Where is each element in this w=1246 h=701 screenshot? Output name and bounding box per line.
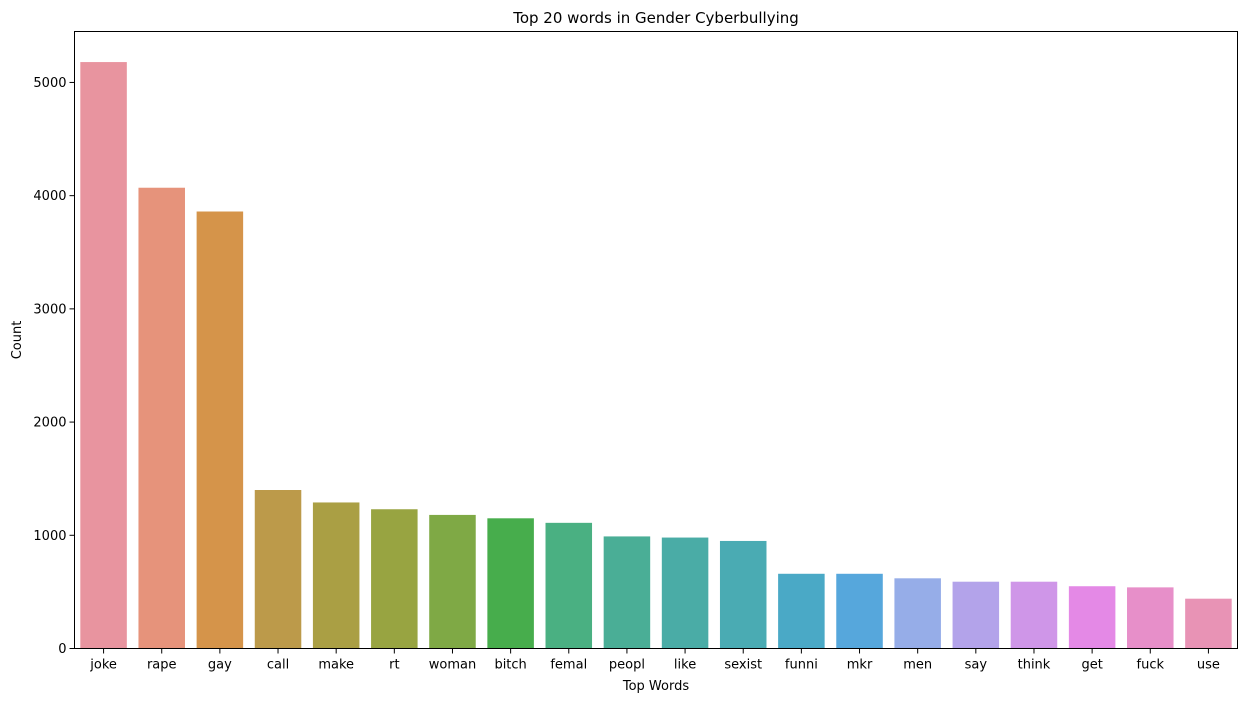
- bar-call: [254, 490, 302, 649]
- x-tick-label: bitch: [494, 658, 526, 673]
- bar-femal: [545, 522, 593, 649]
- x-axis-label: Top Words: [622, 679, 689, 694]
- y-tick-label: 2000: [33, 416, 66, 431]
- x-tick-label: rt: [389, 658, 399, 673]
- bar-gay: [196, 211, 244, 649]
- bar-peopl: [603, 536, 651, 649]
- x-axis: joke rape gay call make rt woman bitch femal peop…: [89, 648, 1220, 673]
- bar-woman: [429, 514, 476, 649]
- bar-sexist: [719, 540, 767, 649]
- x-tick-label: gay: [208, 658, 232, 673]
- bar-funni: [778, 573, 825, 649]
- y-tick-label: 4000: [33, 189, 66, 204]
- x-tick-label: funni: [785, 658, 818, 673]
- x-tick-label: joke: [89, 658, 117, 673]
- x-tick-label: femal: [550, 658, 587, 673]
- x-tick-label: sexist: [724, 658, 762, 673]
- bar-make: [312, 502, 360, 649]
- bar-bitch: [487, 518, 534, 649]
- x-tick-label: get: [1081, 658, 1102, 673]
- x-tick-label: mkr: [847, 658, 873, 673]
- y-tick-label: 3000: [33, 302, 66, 317]
- x-tick-label: make: [318, 658, 354, 673]
- bars-group: [80, 62, 1232, 649]
- y-tick-label: 1000: [33, 529, 66, 544]
- bar-use: [1185, 598, 1232, 649]
- bar-get: [1068, 586, 1116, 649]
- chart-title: Top 20 words in Gender Cyberbullying: [512, 9, 799, 27]
- y-axis-label: Count: [10, 321, 25, 360]
- bar-joke: [80, 62, 127, 649]
- x-tick-label: woman: [429, 658, 476, 673]
- y-axis: 0 1000 2000 3000 4000 5000: [33, 76, 75, 657]
- x-tick-label: call: [267, 658, 289, 673]
- y-tick-label: 5000: [33, 76, 66, 91]
- bar-fuck: [1127, 587, 1174, 649]
- x-tick-label: peopl: [609, 658, 645, 673]
- bar-think: [1010, 581, 1058, 649]
- bar-men: [894, 578, 941, 649]
- x-tick-label: think: [1018, 658, 1051, 673]
- x-tick-label: say: [965, 658, 988, 673]
- x-tick-label: like: [674, 658, 696, 673]
- plot-frame: [74, 31, 1238, 649]
- bar-rape: [138, 187, 185, 649]
- bar-say: [952, 581, 1000, 649]
- x-tick-label: men: [903, 658, 932, 673]
- x-tick-label: use: [1197, 658, 1220, 673]
- bar-mkr: [836, 573, 883, 649]
- x-tick-label: fuck: [1137, 658, 1165, 673]
- bar-like: [661, 537, 709, 649]
- bar-rt: [371, 509, 418, 649]
- x-tick-label: rape: [147, 658, 177, 673]
- y-tick-label: 0: [58, 642, 66, 657]
